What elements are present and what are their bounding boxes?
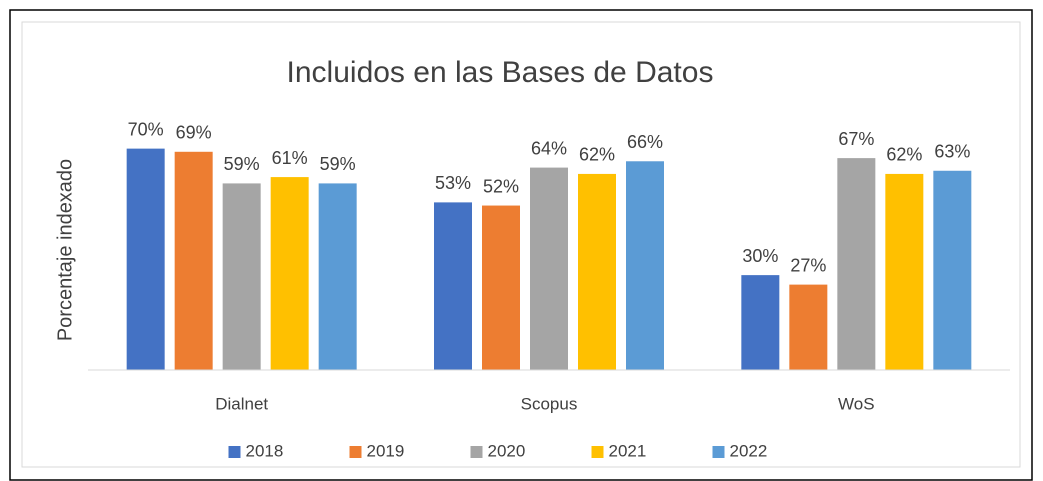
chart-title: Incluidos en las Bases de Datos xyxy=(287,56,714,89)
value-label: 63% xyxy=(934,142,970,162)
bar xyxy=(530,167,568,370)
value-label: 62% xyxy=(579,145,615,165)
value-label: 61% xyxy=(272,148,308,168)
outer-frame xyxy=(9,9,1033,481)
legend-label: 2021 xyxy=(609,441,647,460)
legend-swatch xyxy=(349,446,362,458)
value-label: 70% xyxy=(128,119,164,139)
value-label: 59% xyxy=(224,154,260,174)
legend-label: 2022 xyxy=(730,441,768,460)
bar xyxy=(578,173,616,370)
value-label: 59% xyxy=(320,154,356,174)
bar xyxy=(174,151,213,370)
bar xyxy=(318,183,357,370)
bar xyxy=(126,148,165,370)
value-label: 30% xyxy=(742,246,778,266)
bar xyxy=(482,205,520,370)
x-tick-label: Dialnet xyxy=(215,394,268,413)
value-label: 52% xyxy=(483,176,519,196)
legend-swatch xyxy=(228,446,241,458)
x-tick-label: WoS xyxy=(838,394,875,413)
value-label: 53% xyxy=(435,173,471,193)
legend-label: 2018 xyxy=(246,441,284,460)
value-label: 67% xyxy=(838,129,874,149)
x-tick-label: Scopus xyxy=(521,394,578,413)
value-label: 69% xyxy=(176,123,212,143)
bar xyxy=(222,183,261,370)
bar xyxy=(885,173,924,370)
legend-label: 2019 xyxy=(367,441,405,460)
legend-label: 2020 xyxy=(488,441,526,460)
bar xyxy=(933,170,972,370)
value-label: 62% xyxy=(886,145,922,165)
bar xyxy=(626,161,664,370)
bar xyxy=(741,275,780,370)
value-label: 27% xyxy=(790,255,826,275)
legend-swatch xyxy=(591,446,604,458)
y-axis-label: Porcentaje indexado xyxy=(54,159,76,341)
value-label: 66% xyxy=(627,132,663,152)
legend-swatch xyxy=(470,446,483,458)
bar xyxy=(789,284,828,370)
bar xyxy=(270,177,309,370)
bar xyxy=(837,158,876,370)
bar xyxy=(434,202,472,370)
legend-swatch xyxy=(712,446,725,458)
value-label: 64% xyxy=(531,138,567,158)
